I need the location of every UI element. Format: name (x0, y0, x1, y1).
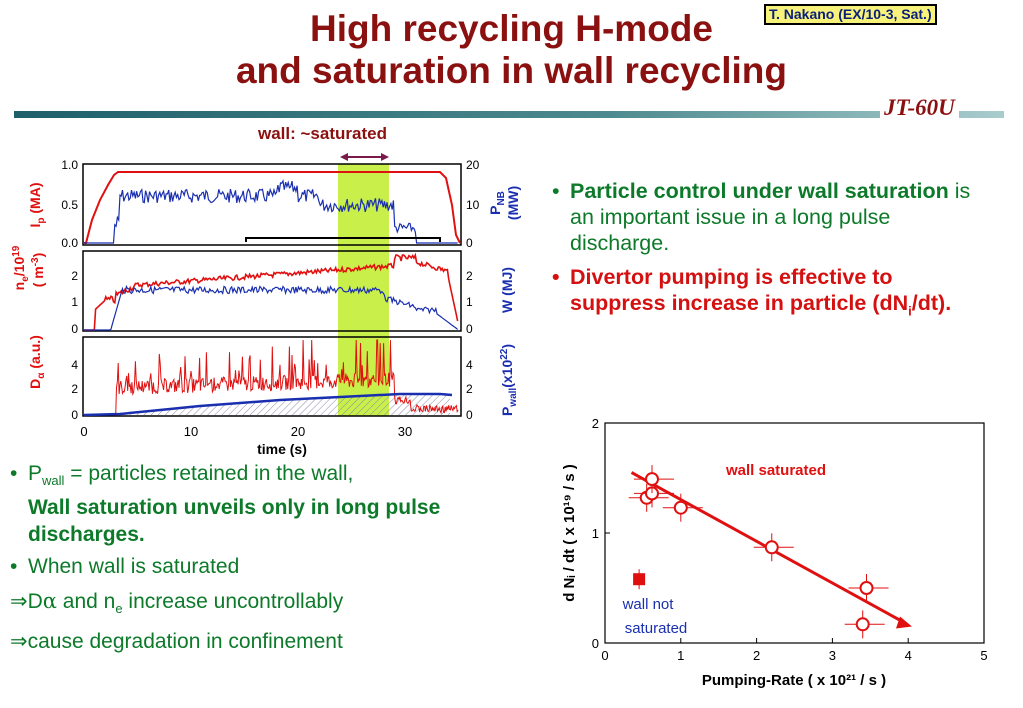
bullet-bold-text: Particle control under wall saturation (570, 179, 949, 203)
tick-pw-1: 4 (466, 358, 473, 372)
x-tick-label: 1 (677, 648, 684, 663)
slide-title: High recycling H-mode and saturation in … (0, 8, 1023, 92)
title-line-2: and saturation in wall recycling (235, 50, 788, 91)
tick-w-2: 1 (466, 295, 473, 309)
annotation-wall-not: wall not (622, 596, 675, 613)
tick-da-3: 0 (71, 408, 78, 422)
consequence-line-1: ⇒Dα and ne increase uncontrollably (10, 589, 344, 617)
pwall-symbol: P (28, 462, 43, 485)
bullet-dot: • (552, 265, 560, 289)
tick-ip-1: 1.0 (61, 158, 78, 172)
tick-pnb-1: 20 (466, 158, 480, 172)
data-point-saturated (644, 472, 659, 487)
tick-w-1: 2 (466, 269, 473, 283)
left-bullet-list: • Pwall = particles retained in the wall… (10, 460, 530, 658)
tick-pnb-2: 10 (466, 198, 480, 212)
bullet-rest-text: is an important issue in a long pulse di… (570, 179, 971, 255)
xtick-10: 10 (184, 424, 198, 439)
tick-ne-2: 1 (71, 295, 78, 309)
tick-w-3: 0 (466, 322, 473, 336)
header-rule (14, 111, 1004, 118)
bullet-dot: • (552, 179, 560, 203)
annotation-saturated: saturated (625, 620, 688, 637)
xtick-20: 20 (291, 424, 305, 439)
panel-ip-frame (82, 163, 462, 246)
pwall-hatch-area (120, 394, 450, 415)
bullet-pwall: • Pwall = particles retained in the wall… (10, 460, 530, 548)
tick-ne-1: 2 (71, 269, 78, 283)
implies-arrow: ⇒ (10, 590, 28, 614)
bullet-wall-saturated: • When wall is saturated (10, 553, 530, 580)
w-trace (84, 284, 458, 331)
scatter-y-label: d Nᵢ / dt ( x 10¹⁹ / s ) (561, 464, 578, 602)
tick-da-1: 4 (71, 358, 78, 372)
consequence-line-2: ⇒cause degradation in confinement (10, 630, 343, 654)
data-point-not-saturated (633, 573, 646, 586)
bullet-text: Divertor pumping is effective to suppres… (570, 265, 909, 315)
wall-saturated-text: When wall is saturated (28, 555, 240, 579)
data-point-saturated (855, 617, 870, 632)
pwall-axis-label: Pwall(x1022) (499, 344, 519, 416)
time-trace-chart: 1.0 0.5 0.0 2 1 0 4 2 0 20 10 0 2 1 0 4 … (11, 153, 521, 457)
pnb-trace (84, 179, 458, 244)
x-tick-label: 3 (829, 648, 836, 663)
pwall-trace (83, 392, 453, 417)
bullet-sub: i (908, 303, 912, 319)
x-tick-label: 2 (753, 648, 760, 663)
tick-ne-3: 0 (71, 322, 78, 336)
trend-arrowhead (895, 616, 912, 629)
tick-pw-3: 0 (466, 408, 473, 422)
title-line-1: High recycling H-mode (310, 8, 713, 49)
data-point-saturated (764, 540, 779, 555)
pwall-sub: wall (42, 473, 65, 489)
x-tick-label: 0 (601, 648, 608, 663)
y-tick-label: 2 (592, 416, 599, 431)
w-axis-label: W (MJ) (499, 267, 515, 313)
jt60u-logo: JT-60U (880, 95, 959, 121)
panel-da-frame (82, 336, 462, 417)
author-badge: T. Nakano (EX/10-3, Sat.) (764, 4, 937, 25)
right-bullet-list: • Particle control under wall saturation… (552, 178, 992, 332)
wall-saturation-statement: Wall saturation unveils only in long pul… (28, 496, 441, 547)
scatter-x-label: Pumping-Rate ( x 10²¹ / s ) (702, 672, 886, 689)
y-tick-label: 0 (592, 636, 599, 651)
wall-saturated-label: wall: ~saturated (258, 124, 387, 143)
da-axis-label: Dα (a.u.) (27, 335, 47, 389)
y-tick-label: 1 (592, 526, 599, 541)
annotation-wall-saturated: wall saturated (725, 462, 826, 479)
pwall-definition: = particles retained in the wall, (64, 462, 354, 485)
panel-ne-frame (82, 250, 462, 332)
bullet-particle-control: • Particle control under wall saturation… (552, 178, 992, 256)
tick-pw-2: 2 (466, 382, 473, 396)
pnb-axis-label: PNB (487, 191, 507, 215)
xtick-0: 0 (80, 424, 87, 439)
pumping-rate-chart: 0 1 2 3 4 5 0 1 2 wall saturated wall not satur… (561, 416, 988, 689)
x-axis-label: time (s) (257, 441, 307, 457)
ip-axis-label: Ip (MA) (27, 183, 47, 228)
xtick-30: 30 (398, 424, 412, 439)
x-tick-label: 4 (905, 648, 912, 663)
x-tick-label: 5 (980, 648, 987, 663)
ne-trace (84, 252, 459, 331)
bullet-tail: /dt). (911, 291, 952, 315)
implies-arrow: ⇒ (10, 630, 28, 654)
ip-trace (84, 171, 461, 244)
data-point-saturated (859, 581, 874, 595)
pnb-black-trace (245, 237, 441, 242)
bullet-dot: • (10, 462, 18, 485)
data-point-saturated (673, 500, 688, 515)
ne-unit-label: ( m-3) (30, 253, 46, 288)
tick-ip-2: 0.5 (61, 198, 78, 212)
bullet-divertor-pumping: • Divertor pumping is effective to suppr… (552, 264, 992, 324)
tick-pnb-3: 0 (466, 236, 473, 250)
bullet-dot: • (10, 555, 18, 579)
tick-ip-3: 0.0 (61, 236, 78, 250)
dalpha-trace (84, 339, 459, 416)
tick-da-2: 2 (71, 382, 78, 396)
ne-axis-label: ne/1019 (11, 245, 31, 290)
pnb-unit-label: (MW) (505, 186, 521, 220)
saturation-span-arrow (340, 153, 389, 161)
